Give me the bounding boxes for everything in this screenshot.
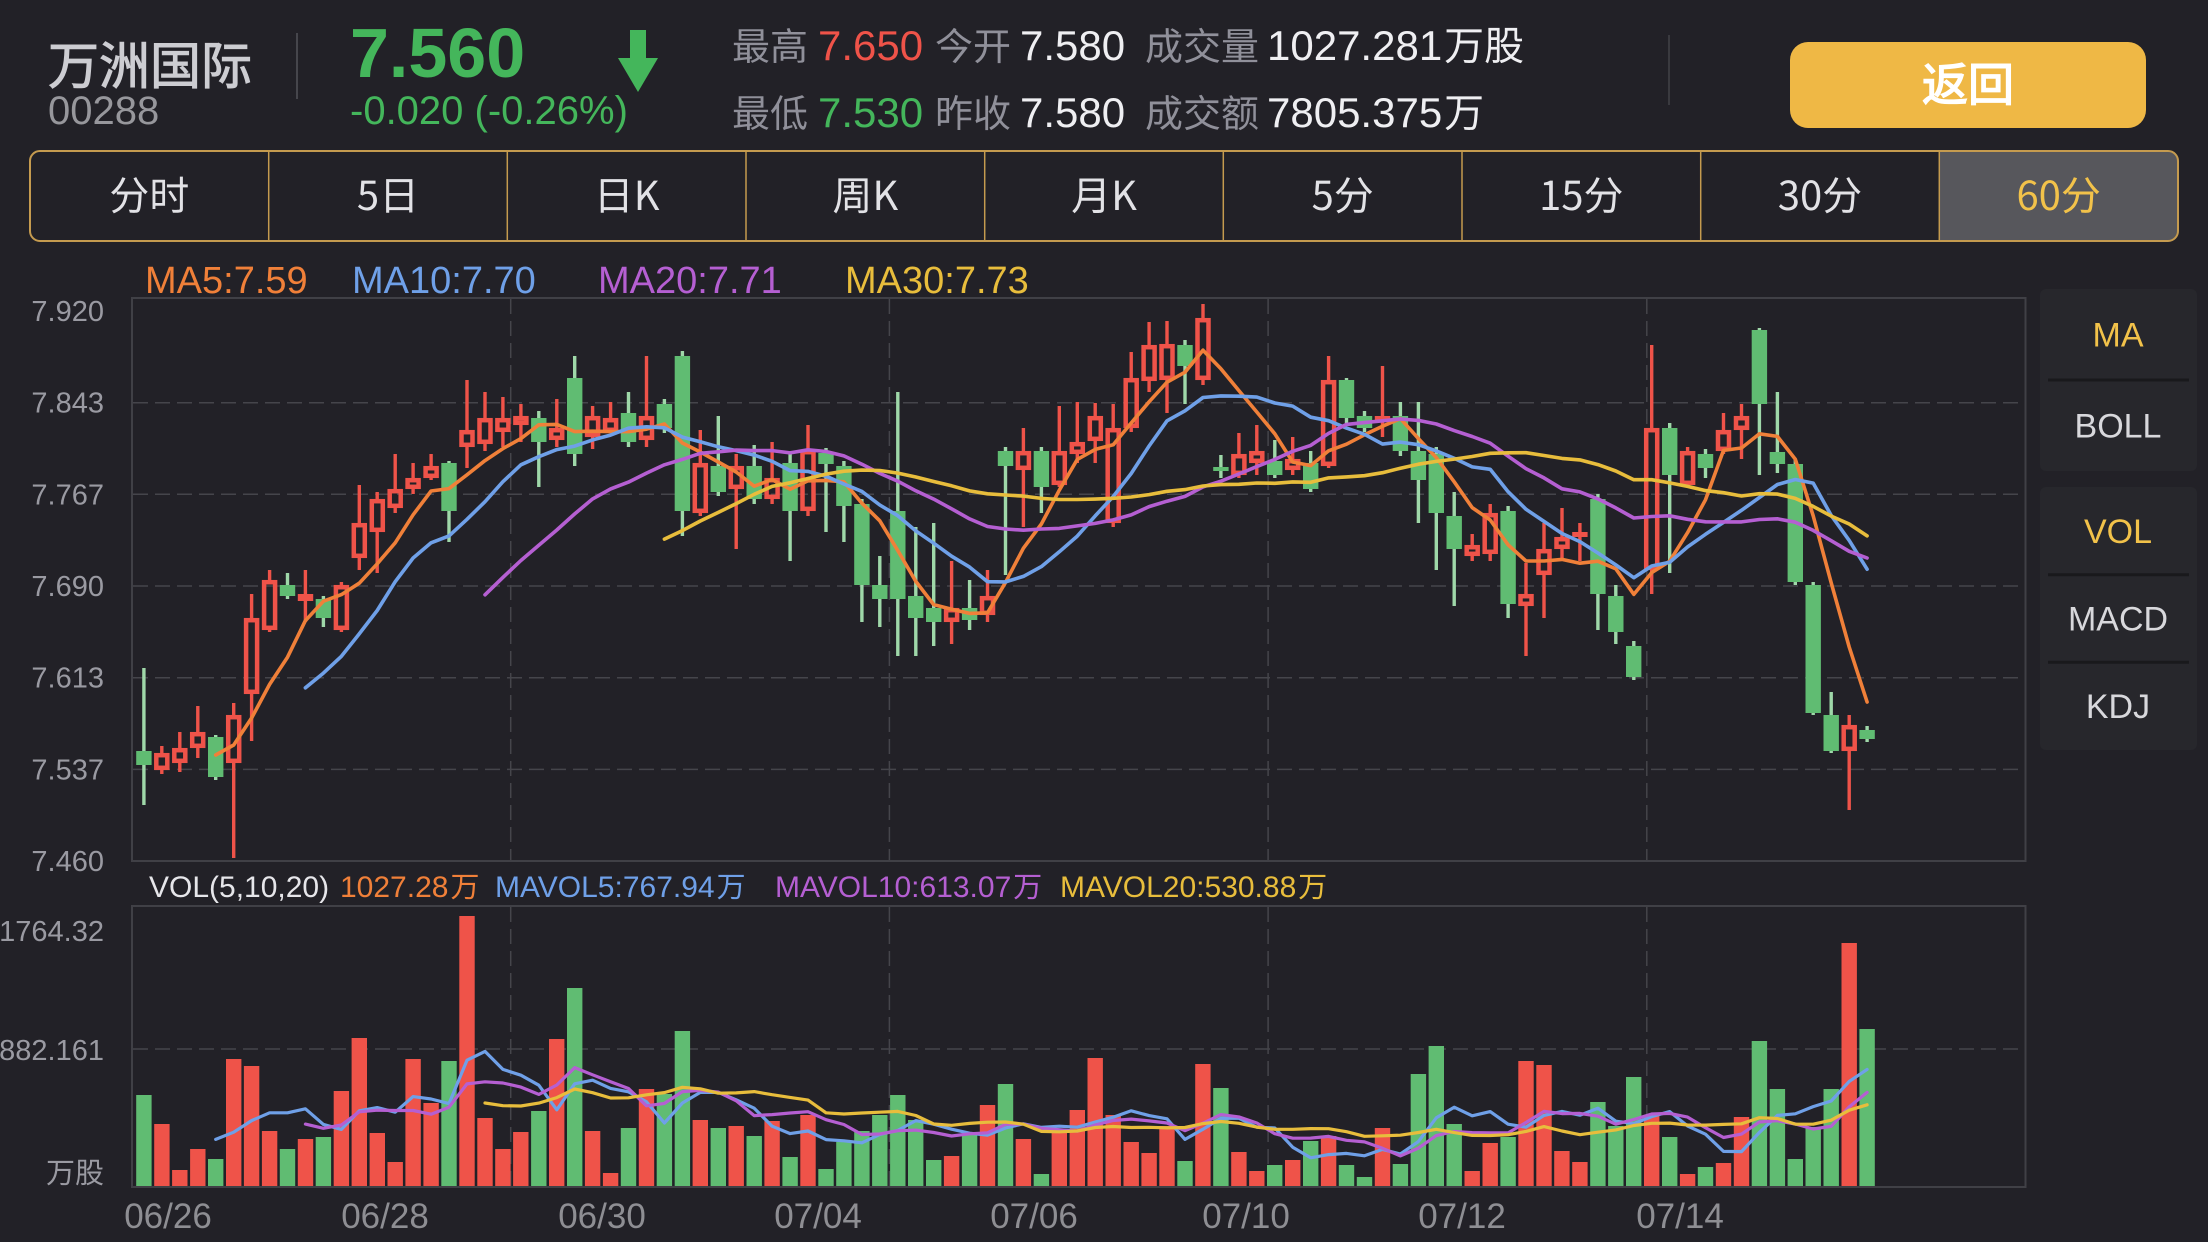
svg-text:07/06: 07/06	[990, 1197, 1078, 1236]
svg-text:06/26: 06/26	[124, 1197, 212, 1236]
svg-text:7.460: 7.460	[31, 846, 104, 878]
svg-text:-0.020 (-0.26%): -0.020 (-0.26%)	[350, 89, 628, 133]
svg-text:07/14: 07/14	[1636, 1197, 1724, 1236]
svg-text:7.767: 7.767	[31, 479, 104, 511]
svg-text:7.580: 7.580	[1020, 89, 1125, 136]
svg-text:VOL(5,10,20): VOL(5,10,20)	[149, 871, 329, 904]
svg-text:1027.28: 1027.28	[340, 871, 448, 904]
svg-text:1764.32: 1764.32	[0, 916, 104, 948]
svg-text:7.530: 7.530	[818, 89, 923, 136]
svg-text:7.920: 7.920	[31, 296, 104, 328]
svg-text:06/30: 06/30	[558, 1197, 646, 1236]
svg-text:7.537: 7.537	[31, 754, 104, 786]
svg-text:MAVOL5:767.94: MAVOL5:767.94	[495, 871, 715, 904]
svg-text:MA5:7.59: MA5:7.59	[145, 260, 308, 302]
svg-text:7.560: 7.560	[350, 14, 525, 92]
svg-text:MAVOL10:613.07: MAVOL10:613.07	[775, 871, 1011, 904]
svg-text:07/10: 07/10	[1202, 1197, 1290, 1236]
svg-text:MA10:7.70: MA10:7.70	[352, 260, 536, 302]
svg-text:MA: MA	[2093, 317, 2144, 355]
svg-text:MACD: MACD	[2068, 601, 2168, 639]
svg-text:882.161: 882.161	[0, 1035, 104, 1067]
svg-text:KDJ: KDJ	[2086, 688, 2150, 726]
svg-text:BOLL: BOLL	[2075, 408, 2162, 446]
svg-text:07/04: 07/04	[774, 1197, 862, 1236]
svg-text:7.690: 7.690	[31, 571, 104, 603]
svg-text:MA30:7.73: MA30:7.73	[845, 260, 1029, 302]
svg-text:MAVOL20:530.88: MAVOL20:530.88	[1060, 871, 1296, 904]
svg-text:7.650: 7.650	[818, 22, 923, 69]
svg-text:00288: 00288	[48, 89, 159, 133]
svg-text:7.843: 7.843	[31, 388, 104, 420]
svg-text:7805.375: 7805.375	[1267, 89, 1442, 136]
svg-text:1027.281: 1027.281	[1267, 22, 1442, 69]
svg-text:7.613: 7.613	[31, 663, 104, 695]
svg-text:MA20:7.71: MA20:7.71	[598, 260, 782, 302]
svg-text:07/12: 07/12	[1418, 1197, 1506, 1236]
svg-text:06/28: 06/28	[341, 1197, 429, 1236]
svg-text:VOL: VOL	[2084, 513, 2152, 551]
svg-text:7.580: 7.580	[1020, 22, 1125, 69]
